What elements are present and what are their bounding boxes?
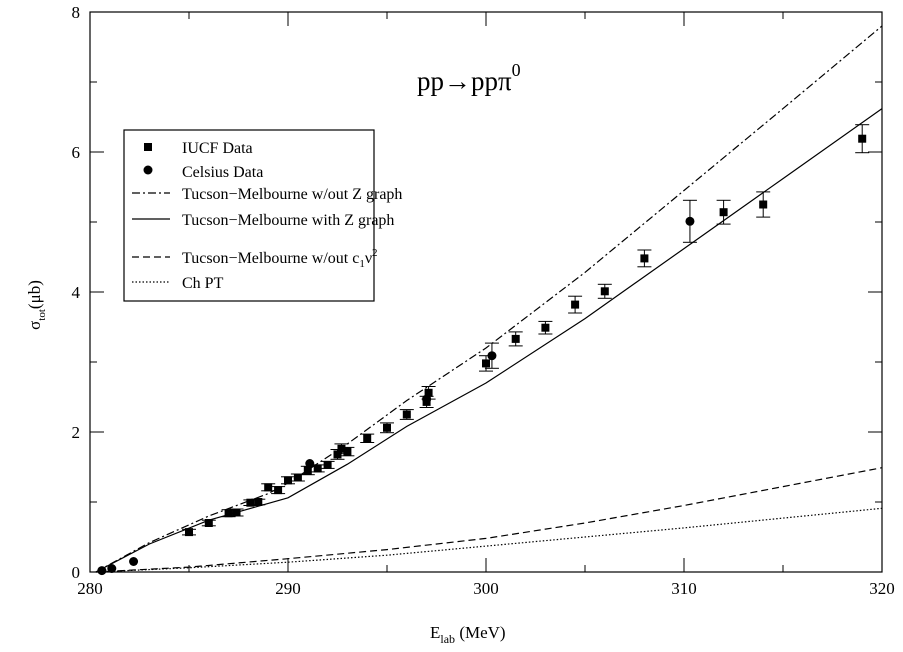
x-axis-label-sub: lab (440, 632, 455, 646)
y-axis-label-sub: tot (36, 309, 48, 321)
iucf-data-point (333, 450, 342, 459)
iucf-data-point (511, 334, 520, 343)
iucf-data-point (337, 444, 346, 453)
iucf-data-point (719, 208, 728, 217)
y-axis-label: σtot(μb) (25, 280, 48, 330)
iucf-data-point (232, 508, 241, 517)
celsius-data-point (129, 557, 139, 566)
y-tick-label: 0 (72, 563, 81, 582)
celsius-data-point (305, 459, 315, 468)
iucf-data-point (541, 323, 550, 332)
legend-label-celsius: Celsius Data (182, 164, 263, 181)
series-layer (95, 25, 883, 576)
iucf-data-point (600, 287, 609, 296)
svg-text:Elab (MeV): Elab (MeV) (430, 623, 506, 646)
iucf-data-point (254, 498, 263, 506)
legend-label-tm-without-c1-main: Tucson−Melbourne w/out c (182, 250, 359, 267)
celsius-data-point (685, 216, 695, 226)
x-axis-label: Elab (MeV) (430, 623, 506, 646)
legend-label-tm-without-c1-nu: ν (365, 250, 372, 267)
iucf-data-point (303, 466, 312, 475)
iucf-data-point (274, 486, 283, 495)
legend: IUCF Data Celsius Data Tucson−Melbourne … (123, 129, 402, 302)
legend-label-iucf: IUCF Data (182, 140, 253, 157)
x-axis-label-main: E (430, 623, 440, 642)
x-tick-label: 310 (671, 579, 697, 598)
legend-label-tm-with-z: Tucson−Melbourne with Z graph (182, 212, 394, 229)
legend-circle-marker (143, 165, 153, 175)
iucf-data-point (858, 134, 867, 143)
iucf-data-point (402, 410, 411, 419)
chart-title-superscript: 0 (512, 60, 521, 80)
iucf-data-point (185, 528, 193, 537)
axis-tick-labels: 280 290 300 310 320 0 2 4 6 8 (72, 3, 895, 598)
legend-label-tm-without-c1-sub: 1 (359, 258, 365, 270)
iucf-data-point (571, 300, 580, 309)
y-tick-label: 2 (72, 423, 81, 442)
series-line-dashed (95, 467, 883, 573)
legend-square-marker (144, 143, 152, 151)
x-tick-label: 300 (473, 579, 499, 598)
iucf-data-point (246, 498, 255, 507)
iucf-data-point (343, 447, 352, 456)
iucf-data-point (313, 464, 322, 473)
series-line-dash-dot (95, 25, 883, 573)
legend-label-chpt: Ch PT (182, 275, 224, 292)
iucf-data-point (363, 434, 372, 443)
chart-title-main: pp→ppπ (417, 66, 512, 96)
iucf-data-point (204, 519, 213, 527)
legend-label-tm-without-c1: Tucson−Melbourne w/out c1ν2 (182, 247, 378, 270)
iucf-data-point (284, 476, 292, 485)
celsius-data-point (97, 566, 107, 576)
celsius-data-point (107, 564, 117, 573)
celsius-data-point (487, 351, 497, 361)
svg-text:σtot(μb): σtot(μb) (25, 280, 48, 330)
y-axis-label-rest: (μb) (25, 280, 44, 309)
x-tick-label: 320 (869, 579, 895, 598)
celsius-data-point (422, 394, 432, 404)
x-tick-label: 290 (275, 579, 301, 598)
legend-label-tm-without-z: Tucson−Melbourne w/out Z graph (182, 186, 402, 203)
legend-box (123, 129, 375, 302)
y-tick-label: 8 (72, 3, 81, 22)
series-line-dotted (95, 507, 883, 573)
iucf-data-point (759, 200, 768, 209)
axis-ticks (89, 11, 883, 573)
legend-label-tm-without-c1-sup: 2 (372, 247, 378, 259)
x-axis-label-rest: (MeV) (455, 623, 506, 642)
iucf-data-point (482, 359, 490, 368)
iucf-data-point (323, 460, 332, 469)
iucf-data-point (293, 473, 302, 482)
legend-symbols (132, 143, 170, 283)
iucf-data-point (640, 254, 649, 263)
y-axis-label-main: σ (25, 321, 44, 330)
iucf-data-point (264, 483, 273, 492)
iucf-data-point (383, 423, 391, 432)
series-line-solid (95, 108, 883, 573)
chart-title: pp→ppπ0 (417, 60, 521, 96)
svg-text:pp→ppπ0: pp→ppπ0 (417, 60, 521, 96)
y-tick-label: 4 (72, 283, 81, 302)
iucf-data-point (424, 388, 433, 397)
x-tick-label: 280 (77, 579, 103, 598)
iucf-data-point (224, 509, 233, 518)
y-tick-label: 6 (72, 143, 81, 162)
